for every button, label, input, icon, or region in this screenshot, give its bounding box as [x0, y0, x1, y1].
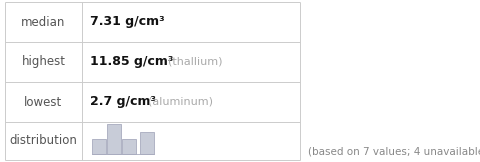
Text: 2.7 g/cm³: 2.7 g/cm³	[90, 96, 156, 109]
Text: 11.85 g/cm³: 11.85 g/cm³	[90, 56, 173, 69]
Text: median: median	[21, 16, 66, 29]
Text: lowest: lowest	[24, 96, 62, 109]
Bar	[140, 132, 154, 154]
Text: (thallium): (thallium)	[168, 57, 222, 67]
Text: highest: highest	[22, 56, 65, 69]
Bar	[122, 139, 136, 154]
Text: (based on 7 values; 4 unavailable): (based on 7 values; 4 unavailable)	[307, 147, 480, 157]
Text: 7.31 g/cm³: 7.31 g/cm³	[90, 16, 164, 29]
Bar	[92, 139, 106, 154]
Text: (aluminum): (aluminum)	[148, 97, 213, 107]
Text: distribution: distribution	[10, 134, 77, 147]
Bar	[107, 124, 121, 154]
